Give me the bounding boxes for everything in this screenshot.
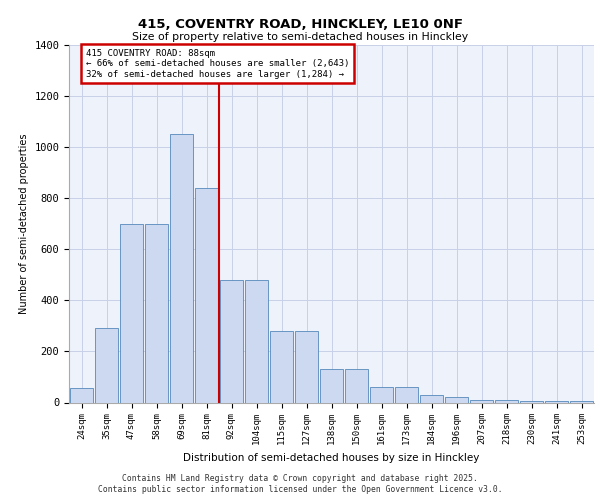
Bar [570,401,593,402]
Bar [470,400,493,402]
Bar [370,387,393,402]
Bar [320,370,343,402]
Bar [295,331,318,402]
Bar [120,224,143,402]
Text: Contains HM Land Registry data © Crown copyright and database right 2025.
Contai: Contains HM Land Registry data © Crown c… [98,474,502,494]
Bar [445,398,468,402]
Y-axis label: Number of semi-detached properties: Number of semi-detached properties [19,134,29,314]
Text: 415, COVENTRY ROAD, HINCKLEY, LE10 0NF: 415, COVENTRY ROAD, HINCKLEY, LE10 0NF [137,18,463,30]
Bar [145,224,168,402]
Text: Size of property relative to semi-detached houses in Hinckley: Size of property relative to semi-detach… [132,32,468,42]
Text: 415 COVENTRY ROAD: 88sqm
← 66% of semi-detached houses are smaller (2,643)
32% o: 415 COVENTRY ROAD: 88sqm ← 66% of semi-d… [86,49,349,78]
Bar [220,280,243,402]
Bar [270,331,293,402]
Bar [520,401,543,402]
X-axis label: Distribution of semi-detached houses by size in Hinckley: Distribution of semi-detached houses by … [184,453,479,463]
Bar [195,188,218,402]
Bar [395,387,418,402]
Bar [70,388,93,402]
Bar [420,395,443,402]
Bar [495,400,518,402]
Bar [95,328,118,402]
Bar [345,370,368,402]
Bar [245,280,268,402]
Bar [170,134,193,402]
Bar [545,401,568,402]
